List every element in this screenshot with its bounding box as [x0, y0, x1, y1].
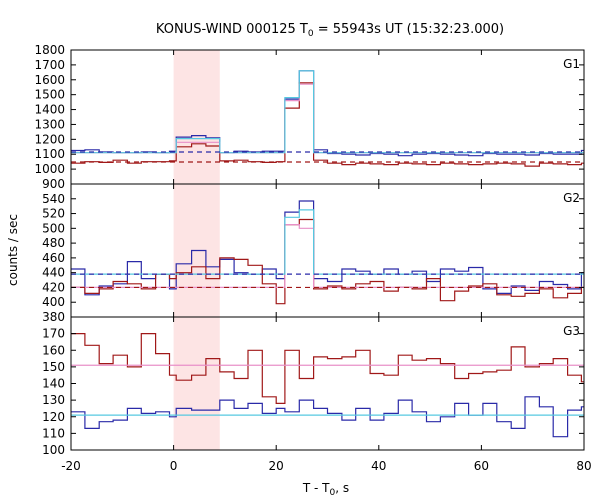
y-tick-label: 900	[42, 177, 65, 191]
chart-title: KONUS-WIND 000125 T0 = 55943s UT (15:32:…	[156, 22, 504, 39]
y-tick-label: 460	[42, 251, 65, 265]
y-tick-label: 1500	[34, 88, 65, 102]
x-axis-label: T - T0, s	[302, 481, 349, 498]
x-axis-tick-labels: -20 0 20 40 60 80	[61, 459, 591, 473]
shaded-interval	[173, 317, 220, 450]
series-blue-step-line	[71, 396, 584, 438]
series-red-step-line	[71, 82, 584, 167]
panel-frame	[70, 49, 585, 185]
y-tick-label: 1300	[34, 117, 65, 131]
y-tick-label: 380	[42, 310, 65, 324]
y-tick-label: 140	[42, 377, 65, 391]
series-group	[71, 333, 584, 438]
panel-frame	[70, 316, 585, 451]
y-tick-label: 100	[42, 443, 65, 457]
y-tick-label: 480	[42, 236, 65, 250]
x-axis-label-main: T - T	[302, 481, 330, 495]
y-tick-label: 150	[42, 360, 65, 374]
series-pink-step-line	[71, 224, 584, 288]
panel-label: G2	[563, 191, 580, 205]
y-tick-label: 420	[42, 280, 65, 294]
chart-title-suffix: = 55943s UT (15:32:23.000)	[314, 22, 504, 37]
x-tick-label: 0	[170, 459, 178, 473]
y-tick-label: 1000	[34, 162, 65, 176]
y-tick-label: 520	[42, 207, 65, 221]
y-tick-label: 170	[42, 327, 65, 341]
x-axis-label-subscript: 0	[330, 488, 336, 498]
series-cyan-step-line	[71, 209, 584, 275]
y-tick-label: 120	[42, 410, 65, 424]
y-tick-label: 440	[42, 266, 65, 280]
chart-title-prefix: KONUS-WIND 000125 T	[156, 22, 308, 37]
y-tick-label: 1100	[34, 147, 65, 161]
x-tick-label: 40	[371, 459, 386, 473]
series-blue-step-line	[71, 200, 584, 296]
shaded-interval	[173, 50, 220, 184]
y-tick-label: 540	[42, 192, 65, 206]
y-tick-label: 400	[42, 295, 65, 309]
y-tick-label: 1400	[34, 103, 65, 117]
series-red-step-line	[71, 218, 584, 305]
y-tick-label: 1600	[34, 73, 65, 87]
panel-g3: 100 110 120 130 140 150 160 170 G3	[42, 316, 585, 457]
y-tick-label: 110	[42, 426, 65, 440]
y-tick-label: 1200	[34, 132, 65, 146]
panel-frame	[70, 183, 585, 318]
y-tick-label: 1700	[34, 58, 65, 72]
y-axis-label: counts / sec	[6, 214, 20, 286]
x-axis-label-unit: , s	[335, 481, 349, 495]
x-tick-label: 60	[474, 459, 489, 473]
series-group	[71, 70, 584, 167]
y-tick-label: 1800	[34, 43, 65, 57]
y-tick-label: 500	[42, 221, 65, 235]
series-red-step-line	[71, 333, 584, 404]
x-tick-label: 80	[576, 459, 591, 473]
panel-label: G1	[563, 57, 580, 71]
series-cyan-step-line	[71, 70, 584, 154]
series-pink-step-line	[71, 83, 584, 154]
series-blue-step-line	[71, 70, 584, 157]
series-group	[71, 200, 584, 305]
panel-label: G3	[563, 324, 580, 338]
y-tick-label: 160	[42, 343, 65, 357]
chart-title-subscript: 0	[308, 29, 314, 39]
y-tick-label: 130	[42, 393, 65, 407]
x-tick-label: 20	[269, 459, 284, 473]
plot-area: 900100011001200130014001500160017001800G…	[34, 43, 591, 473]
x-tick-label: -20	[61, 459, 81, 473]
